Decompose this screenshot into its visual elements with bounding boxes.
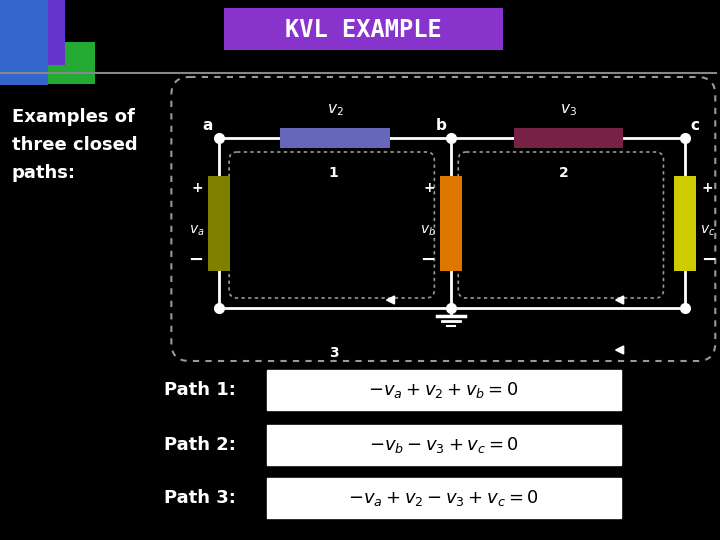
Polygon shape <box>387 296 395 304</box>
Polygon shape <box>616 346 624 354</box>
Text: $v_3$: $v_3$ <box>560 102 577 118</box>
Text: b: b <box>436 118 447 133</box>
FancyBboxPatch shape <box>267 370 621 410</box>
Text: Path 1:: Path 1: <box>164 381 236 399</box>
FancyBboxPatch shape <box>224 8 503 50</box>
Bar <box>0 0 65 65</box>
Polygon shape <box>616 296 624 304</box>
Text: Path 2:: Path 2: <box>164 436 236 454</box>
Text: 3: 3 <box>329 346 338 360</box>
Text: +: + <box>701 180 713 194</box>
Text: +: + <box>424 180 436 194</box>
Text: −: − <box>420 251 436 268</box>
Text: Path 3:: Path 3: <box>164 489 236 507</box>
Text: $v_a$: $v_a$ <box>189 224 204 238</box>
Text: 2: 2 <box>559 166 569 180</box>
Text: Examples of
three closed
paths:: Examples of three closed paths: <box>12 108 138 181</box>
Text: +: + <box>192 180 203 194</box>
Text: −: − <box>701 251 716 268</box>
Text: $v_2$: $v_2$ <box>327 102 343 118</box>
Text: KVL EXAMPLE: KVL EXAMPLE <box>285 18 442 42</box>
FancyBboxPatch shape <box>267 425 621 465</box>
Text: $v_b$: $v_b$ <box>420 224 436 238</box>
Text: −: − <box>188 251 203 268</box>
Bar <box>208 176 230 271</box>
Text: 1: 1 <box>329 166 338 180</box>
Bar <box>441 176 462 271</box>
Text: $-v_a + v_2 - v_3 + v_c = 0$: $-v_a + v_2 - v_3 + v_c = 0$ <box>348 488 539 508</box>
FancyBboxPatch shape <box>267 478 621 518</box>
Text: $v_c$: $v_c$ <box>701 224 716 238</box>
Text: c: c <box>691 118 700 133</box>
Bar <box>0 42 94 84</box>
Text: $-v_a + v_2 + v_b = 0$: $-v_a + v_2 + v_b = 0$ <box>369 380 519 400</box>
Text: a: a <box>202 118 212 133</box>
Text: $-v_b - v_3 + v_c = 0$: $-v_b - v_3 + v_c = 0$ <box>369 435 518 455</box>
Bar <box>280 128 390 148</box>
Bar <box>675 176 696 271</box>
Bar <box>513 128 623 148</box>
Bar <box>0 0 48 85</box>
